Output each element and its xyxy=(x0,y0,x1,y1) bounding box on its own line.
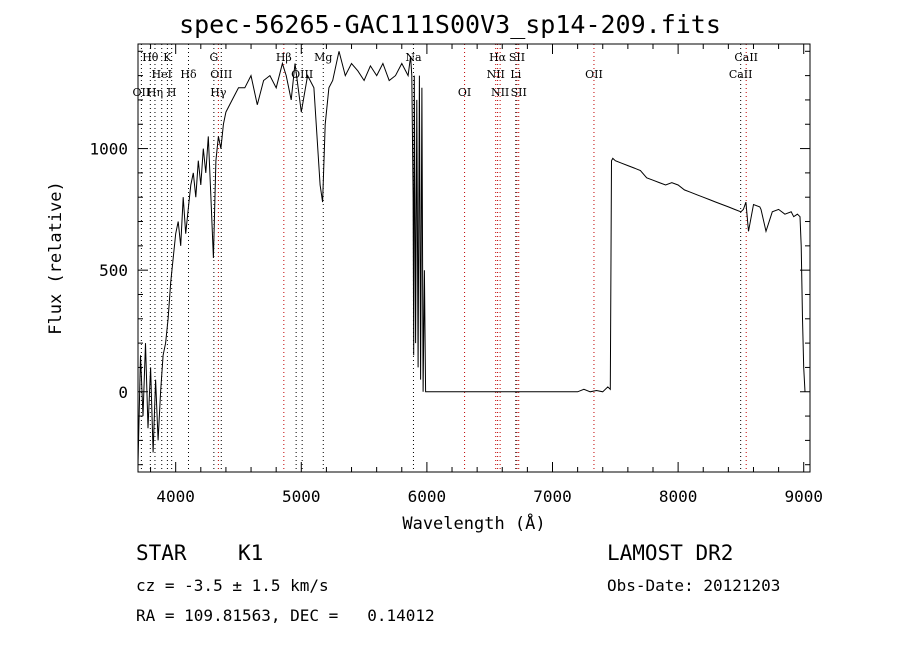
x-tick-label: 6000 xyxy=(408,487,447,506)
spectral-line-label: Hβ xyxy=(276,51,292,64)
spectral-line-label: OI xyxy=(458,86,471,99)
spectral-line-label: Li xyxy=(510,68,521,81)
y-tick-label: 1000 xyxy=(89,140,128,159)
spectral-line-label: HeI xyxy=(152,68,172,81)
spectral-line-label: H xyxy=(167,86,177,99)
spectral-line-label: Hγ xyxy=(210,86,227,99)
spectral-line-label: Hη xyxy=(147,86,163,99)
survey-name: LAMOST DR2 xyxy=(607,541,734,565)
spectral-line-label: OII xyxy=(585,68,603,81)
spectrum-series-line xyxy=(137,51,806,465)
y-axis-ticks: 0 500 1000 xyxy=(89,50,810,466)
spectral-line-label: Hθ xyxy=(142,51,159,64)
x-tick-label: 9000 xyxy=(784,487,823,506)
spectral-line-label: Hα xyxy=(489,51,507,64)
x-tick-label: 5000 xyxy=(282,487,321,506)
spectral-line-label: G xyxy=(209,51,218,64)
spectral-line-label: OIII xyxy=(210,68,232,81)
spectral-line-label: SII xyxy=(511,86,527,99)
spectral-marker-lines xyxy=(140,44,747,472)
spectral-line-label: K xyxy=(163,51,172,64)
spectral-line-label: Hδ xyxy=(180,68,197,81)
spectral-line-label: CaII xyxy=(729,68,753,81)
spectral-line-label: OII xyxy=(133,86,151,99)
object-class: STAR xyxy=(136,541,187,565)
object-subclass: K1 xyxy=(238,541,264,565)
x-axis-ticks: 4000 5000 6000 7000 8000 9000 xyxy=(150,44,823,506)
x-axis-label: Wavelength (Å) xyxy=(402,512,545,534)
x-tick-label: 8000 xyxy=(659,487,698,506)
spectral-line-label: Na xyxy=(405,51,422,64)
y-tick-label: 500 xyxy=(99,261,128,280)
spectral-line-label: NII xyxy=(491,86,509,99)
y-axis-label: Flux (relative) xyxy=(46,181,66,335)
plot-frame xyxy=(137,43,811,473)
x-tick-label: 4000 xyxy=(156,487,195,506)
redshift-text: cz = -3.5 ± 1.5 km/s xyxy=(136,576,329,595)
observation-date: Obs-Date: 20121203 xyxy=(607,576,781,595)
spectral-line-label: CaII xyxy=(734,51,758,64)
y-tick-label: 0 xyxy=(118,383,128,402)
chart-title: spec-56265-GAC111S00V3_sp14-209.fits xyxy=(179,10,721,39)
spectral-line-label: NII xyxy=(487,68,505,81)
spectral-line-label: Mg xyxy=(314,51,332,64)
spectral-line-label: SII xyxy=(509,51,525,64)
coordinates-text: RA = 109.81563, DEC = 0.14012 xyxy=(136,606,435,625)
x-tick-label: 7000 xyxy=(533,487,572,506)
